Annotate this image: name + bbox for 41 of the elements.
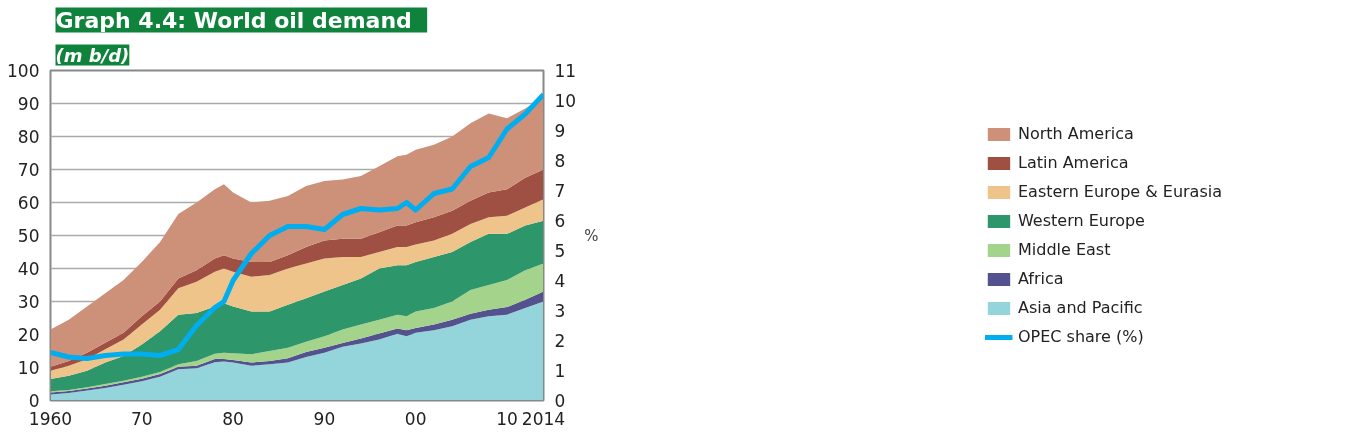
legend-label: Africa [1017,269,1064,288]
legend-label: Eastern Europe & Eurasia [1017,182,1222,201]
y-tick-label: 0 [28,391,40,411]
y2-tick-label: 0 [554,391,566,411]
x-tick-label: 10 [496,408,518,429]
chart-subtitle: (m b/d) [55,44,130,66]
y-tick-label: 40 [17,259,40,279]
x-tick-label: 70 [130,408,153,429]
legend-label: OPEC share (%) [1017,327,1144,346]
y-tick-label: 90 [17,94,40,114]
y2-tick-label: 3 [554,301,566,321]
chart-title: Graph 4.4: World oil demand [55,7,412,33]
y2-tick-label: 11 [554,61,577,81]
y2-tick-label: 10 [554,91,577,111]
y2-tick-label: 8 [554,151,566,171]
x-tick-label: 80 [222,408,244,429]
x-tick-label: 1960 [28,408,73,429]
legend-label: Latin America [1017,153,1129,172]
y2-tick-label: 9 [554,121,566,141]
legend-label: North America [1017,124,1134,143]
x-tick-label: 00 [404,408,427,429]
y-tick-label: 100 [7,61,40,81]
y2-tick-label: 5 [554,241,566,261]
y2-axis-title: % [584,226,599,245]
y-tick-label: 70 [17,160,40,180]
y2-tick-label: 6 [554,211,566,231]
legend-label: Western Europe [1017,211,1145,230]
x-tick-label: 90 [313,408,336,429]
y2-tick-label: 1 [554,361,566,381]
y-tick-label: 80 [17,127,40,147]
legend-label: Asia and Pacific [1017,298,1143,317]
y-tick-label: 10 [17,358,40,378]
y-tick-label: 20 [17,325,40,345]
x-tick-label: 2014 [521,408,566,429]
legend-label: Middle East [1017,240,1111,259]
y2-tick-label: 2 [554,331,566,351]
y-tick-label: 50 [17,226,40,246]
y-tick-label: 60 [17,193,40,213]
y-tick-label: 30 [17,292,40,312]
y2-tick-label: 4 [554,271,566,291]
y2-tick-label: 7 [554,181,566,201]
